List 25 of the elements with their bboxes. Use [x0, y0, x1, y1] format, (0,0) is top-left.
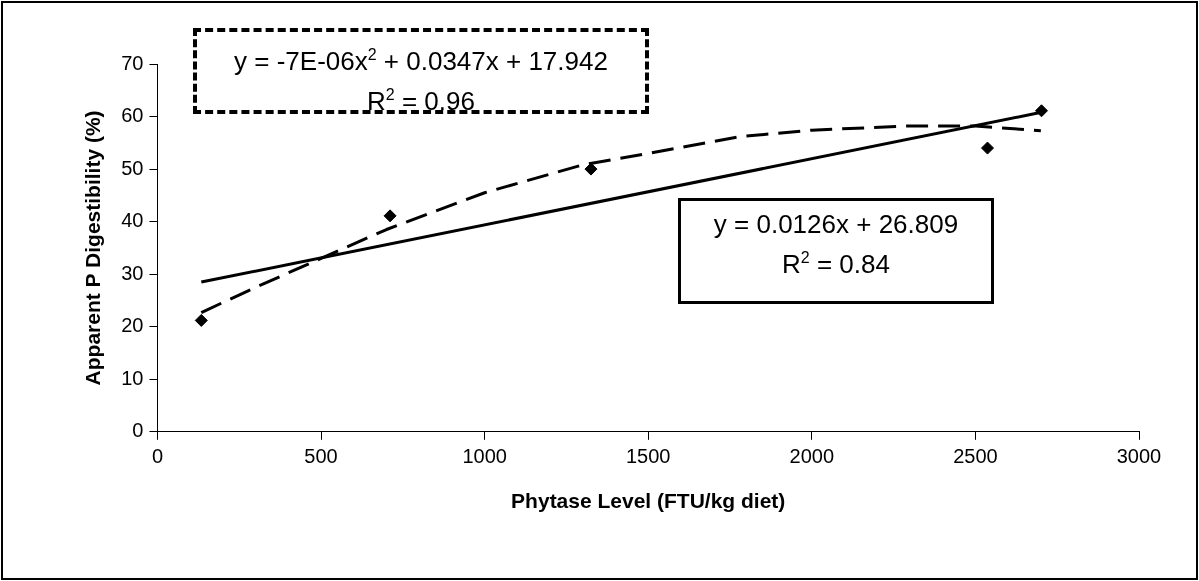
y-tick-label: 30	[121, 261, 144, 284]
y-axis-title: Apparent P Digestibility (%)	[81, 110, 105, 386]
equation-box: y = 0.0126x + 26.809 R$^{2}$ = 0.84	[678, 198, 994, 304]
x-tick-label: 1500	[625, 445, 671, 468]
x-tick-label: 3000	[1116, 445, 1162, 468]
y-tick-label: 20	[121, 314, 144, 337]
y-tick-label: 40	[121, 209, 144, 232]
annotation: y = 0.0126x + 26.809 R$^{2}$ = 0.84	[712, 208, 960, 281]
x-tick-label: 2500	[953, 445, 998, 468]
point	[194, 313, 208, 327]
point	[383, 209, 397, 223]
point	[584, 162, 598, 176]
x-tick-label: 2000	[789, 445, 835, 468]
point	[1035, 104, 1048, 118]
y-tick-label: 10	[121, 366, 144, 389]
x-axis-title: Phytase Level (FTU/kg diet)	[511, 489, 786, 513]
y-tick-label: 50	[121, 156, 144, 179]
equation-box: y = -7E-06x$^{2}$ + 0.0347x + 17.942 R$^{2}$ = 0.96	[193, 28, 649, 114]
y-tick-label: 70	[121, 51, 144, 74]
y-tick-label: 0	[132, 419, 144, 442]
x-tick-label: 500	[304, 445, 338, 468]
x-tick-label: 0	[151, 445, 164, 468]
point	[981, 141, 995, 155]
x-tick-label: 1000	[462, 445, 507, 468]
y-tick-label: 60	[121, 104, 144, 127]
